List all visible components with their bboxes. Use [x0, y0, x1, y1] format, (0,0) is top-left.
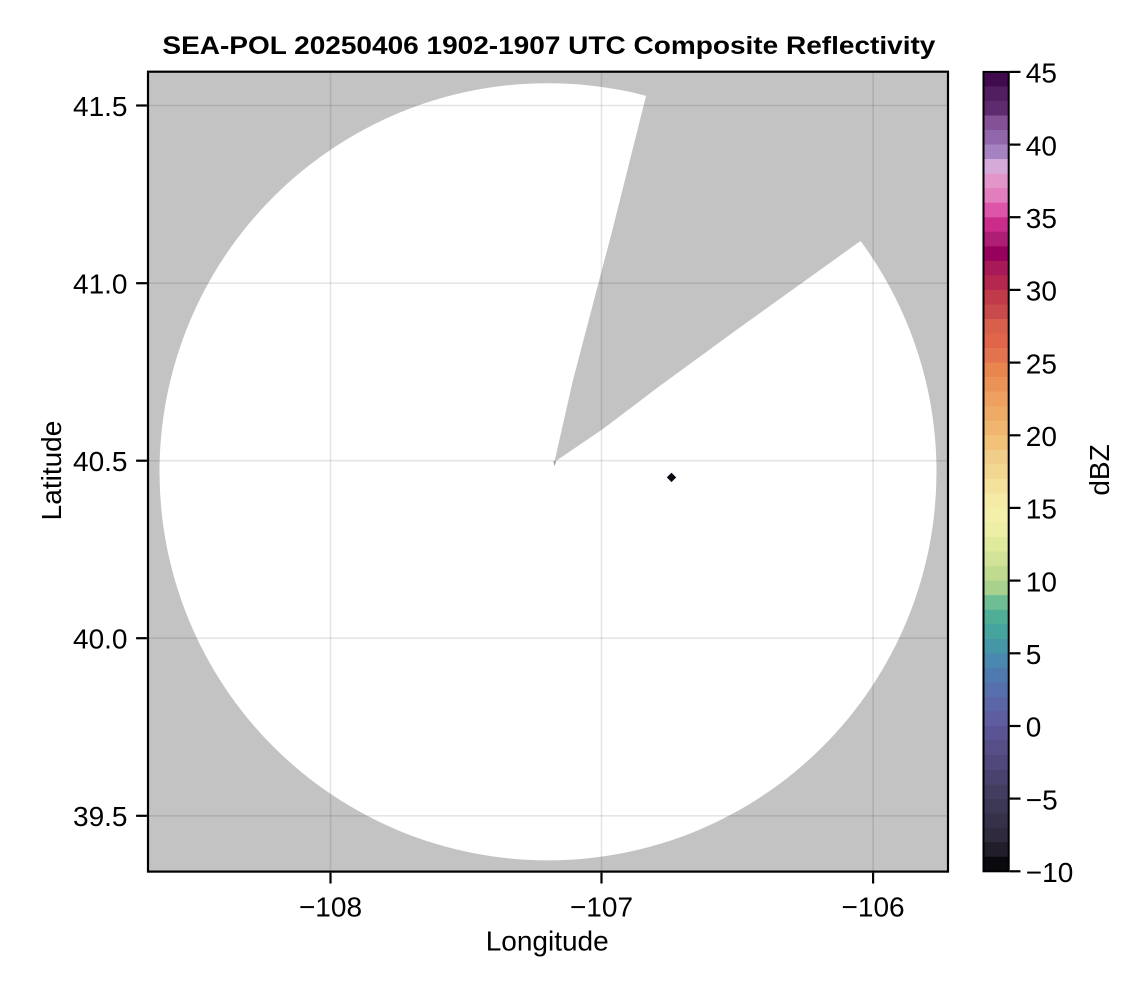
svg-text:39.5: 39.5 — [73, 801, 128, 832]
svg-text:15: 15 — [1026, 494, 1057, 525]
svg-text:40: 40 — [1026, 130, 1057, 161]
svg-text:SEA-POL 20250406 1902-1907 UTC: SEA-POL 20250406 1902-1907 UTC Composite… — [162, 32, 935, 60]
svg-text:−10: −10 — [1026, 857, 1074, 888]
svg-text:45: 45 — [1026, 58, 1057, 89]
svg-text:25: 25 — [1026, 348, 1057, 379]
svg-text:Latitude: Latitude — [36, 421, 67, 521]
svg-text:10: 10 — [1026, 566, 1057, 597]
svg-text:Longitude: Longitude — [486, 926, 609, 957]
svg-text:−107: −107 — [570, 891, 633, 922]
svg-text:−108: −108 — [299, 891, 362, 922]
svg-text:−106: −106 — [842, 891, 905, 922]
svg-text:0: 0 — [1026, 712, 1042, 743]
svg-text:dBZ: dBZ — [1084, 444, 1115, 495]
svg-text:5: 5 — [1026, 639, 1042, 670]
svg-text:35: 35 — [1026, 203, 1057, 234]
svg-text:20: 20 — [1026, 421, 1057, 452]
svg-text:41.5: 41.5 — [73, 91, 128, 122]
svg-text:30: 30 — [1026, 276, 1057, 307]
svg-text:−5: −5 — [1026, 784, 1058, 815]
svg-text:40.0: 40.0 — [73, 624, 128, 655]
svg-text:41.0: 41.0 — [73, 269, 128, 300]
svg-text:40.5: 40.5 — [73, 446, 128, 477]
